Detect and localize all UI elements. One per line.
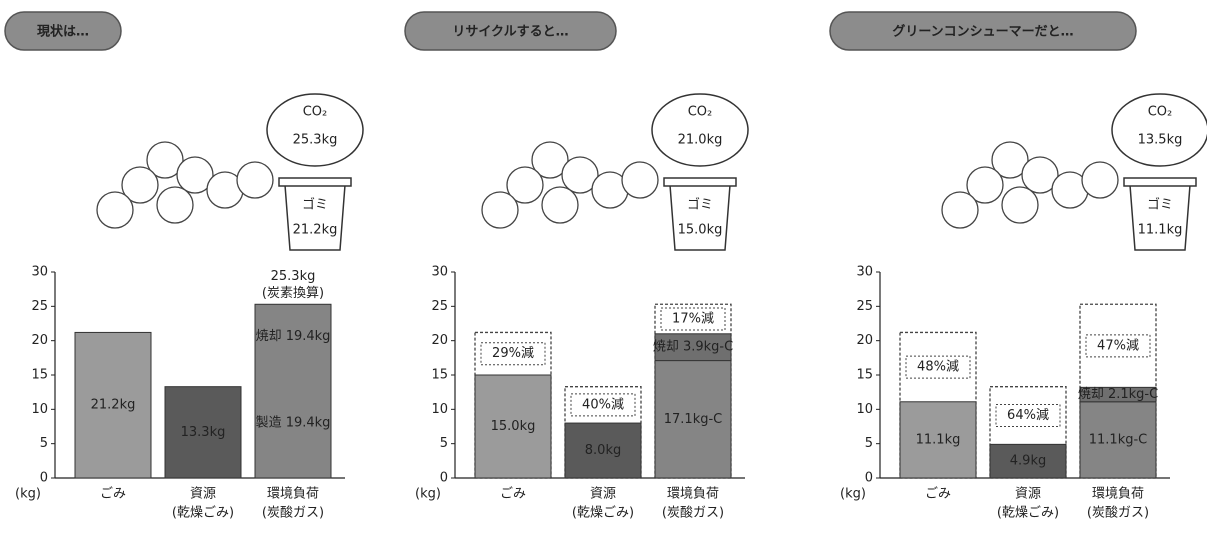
x-tick-label: ごみ	[925, 486, 951, 502]
y-tick-label: 30	[431, 265, 448, 280]
reduction-label: 64%減	[1007, 407, 1049, 423]
x-tick-note: (炭酸ガス)	[1087, 506, 1149, 521]
value-label: 4.9kg	[1010, 454, 1046, 469]
y-tick-label: 15	[856, 368, 873, 383]
value-label: 13.3kg	[181, 425, 226, 440]
y-tick-label: 25	[856, 299, 873, 314]
value-label: 17.1kg-C	[664, 412, 723, 427]
illustration-figure	[482, 192, 518, 228]
y-tick-label: 0	[440, 471, 448, 486]
illustration-figure	[622, 162, 658, 198]
value-label: 11.1kg-C	[1089, 432, 1148, 447]
y-tick-label: 25	[431, 299, 448, 314]
co2-label: CO₂	[1148, 105, 1173, 120]
y-tick-label: 20	[856, 333, 873, 348]
x-tick-label: 資源	[1015, 487, 1041, 502]
bar-note-lower: 製造 19.4kg	[256, 416, 331, 431]
co2-amount: 25.3kg	[293, 133, 338, 148]
illustration-figure	[542, 187, 578, 223]
y-tick-label: 10	[856, 402, 873, 417]
x-tick-label: 資源	[590, 487, 616, 502]
x-tick-label: 資源	[190, 487, 216, 502]
y-tick-label: 30	[856, 265, 873, 280]
reduction-label: 17%減	[672, 311, 714, 327]
reduction-label: 40%減	[582, 396, 624, 412]
value-label: 8.0kg	[585, 443, 621, 458]
y-tick-label: 0	[865, 471, 873, 486]
co2-amount: 13.5kg	[1138, 133, 1183, 148]
illustration-figure	[1082, 162, 1118, 198]
trash-label: ゴミ	[302, 197, 328, 213]
trash-lid	[279, 178, 351, 186]
title: リサイクルすると…	[452, 25, 568, 40]
value-label: 15.0kg	[491, 419, 536, 434]
y-tick-label: 5	[440, 436, 448, 451]
trash-lid	[664, 178, 736, 186]
trash-amount: 21.2kg	[293, 223, 338, 238]
trash-label: ゴミ	[1147, 197, 1173, 213]
y-tick-label: 20	[31, 333, 48, 348]
illustration-figure	[157, 187, 193, 223]
illustration-figure	[237, 162, 273, 198]
bar-note-upper: 焼却 19.4kg	[256, 329, 331, 344]
y-axis-label: (kg)	[840, 487, 866, 502]
trash-amount: 11.1kg	[1138, 223, 1183, 238]
reduction-label: 47%減	[1097, 337, 1139, 353]
trash-amount: 15.0kg	[678, 223, 723, 238]
y-tick-label: 5	[40, 436, 48, 451]
x-tick-label: 環境負荷	[267, 487, 319, 502]
trash-label: ゴミ	[687, 197, 713, 213]
x-tick-note: (炭酸ガス)	[262, 506, 324, 521]
value-label: 11.1kg	[916, 432, 961, 447]
x-tick-note: (乾燥ごみ)	[997, 505, 1059, 521]
x-tick-note: (乾燥ごみ)	[172, 505, 234, 521]
x-tick-note: (炭酸ガス)	[662, 506, 724, 521]
x-tick-note: (乾燥ごみ)	[572, 505, 634, 521]
co2-amount: 21.0kg	[678, 133, 723, 148]
co2-label: CO₂	[688, 105, 713, 120]
y-axis-label: (kg)	[415, 487, 441, 502]
value-label: 21.2kg	[91, 398, 136, 413]
trash-bin	[670, 185, 730, 250]
value-label: 25.3kg	[271, 269, 316, 284]
title: 現状は…	[37, 24, 89, 40]
y-tick-label: 15	[31, 368, 48, 383]
x-tick-label: 環境負荷	[667, 487, 719, 502]
trash-bin	[285, 185, 345, 250]
y-tick-label: 25	[31, 299, 48, 314]
title: グリーンコンシューマーだと…	[892, 24, 1073, 40]
illustration-figure	[1002, 187, 1038, 223]
reduction-label: 29%減	[492, 345, 534, 361]
x-tick-label: ごみ	[500, 486, 526, 502]
co2-label: CO₂	[303, 105, 328, 120]
trash-bin	[1130, 185, 1190, 250]
y-tick-label: 5	[865, 436, 873, 451]
y-tick-label: 10	[431, 402, 448, 417]
y-tick-label: 30	[31, 265, 48, 280]
trash-lid	[1124, 178, 1196, 186]
y-tick-label: 15	[431, 368, 448, 383]
segment-label: 焼却 2.1kg-C	[1078, 387, 1158, 402]
y-tick-label: 20	[431, 333, 448, 348]
y-axis-label: (kg)	[15, 487, 41, 502]
unit-note: (炭素換算)	[262, 286, 324, 301]
y-tick-label: 0	[40, 471, 48, 486]
x-tick-label: ごみ	[100, 486, 126, 502]
y-tick-label: 10	[31, 402, 48, 417]
illustration-figure	[97, 192, 133, 228]
illustration-figure	[942, 192, 978, 228]
segment-label: 焼却 3.9kg-C	[653, 340, 733, 355]
x-tick-label: 環境負荷	[1092, 487, 1144, 502]
page: 現状は… CO₂ 25.3kg ゴミ 21.2kg 0 5 10 15 20 25 30 (kg) ごみ 2…	[0, 0, 1207, 539]
reduction-label: 48%減	[917, 359, 959, 375]
